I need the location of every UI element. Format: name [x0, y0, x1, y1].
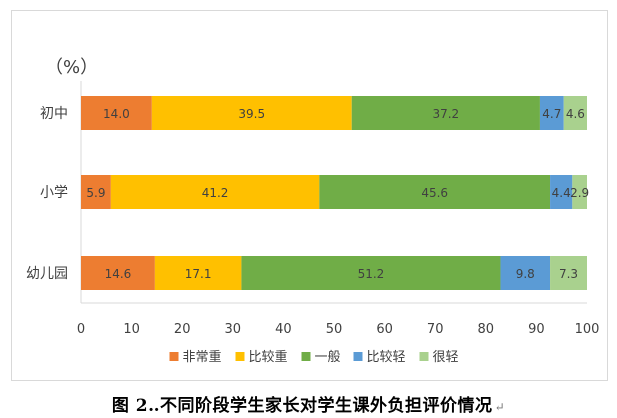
legend-label: 一般: [315, 349, 341, 365]
data-label: 9.8: [516, 267, 535, 281]
x-tick-label: 50: [326, 322, 343, 337]
bar-segment: [351, 96, 540, 130]
unit-label: （%）: [45, 57, 98, 78]
data-label: 37.2: [432, 107, 459, 121]
data-label: 4.7: [542, 107, 561, 121]
data-label: 4.6: [566, 107, 585, 121]
bar-segment: [81, 256, 155, 290]
data-label: 4.4: [552, 186, 571, 200]
bar-segment: [241, 256, 501, 290]
bar-segment: [81, 96, 152, 130]
bar-segment: [319, 175, 551, 209]
legend-swatch: [301, 352, 311, 361]
legend-label: 比较重: [249, 349, 288, 365]
data-label: 41.2: [202, 186, 229, 200]
x-tick-label: 20: [174, 322, 191, 337]
bar-segment: [572, 175, 587, 209]
category-label: 初中: [40, 105, 68, 122]
data-label: 5.9: [86, 186, 105, 200]
figure-caption: 图 2‥不同阶段学生家长对学生课外负担评价情况 ↵: [0, 391, 617, 416]
data-label: 14.6: [105, 267, 132, 281]
paragraph-mark-icon: ↵: [494, 400, 506, 414]
bar-segment: [550, 256, 587, 290]
data-label: 14.0: [103, 107, 130, 121]
category-label: 幼儿园: [26, 266, 68, 282]
caption-text: 图 2‥不同阶段学生家长对学生课外负担评价情况: [111, 396, 493, 416]
data-label: 2.9: [570, 186, 589, 200]
x-tick-label: 80: [478, 322, 495, 337]
chart-frame: （%） 0 10 20 30 40 50 60 70 80 90 100 初中 14.0 39.5 37.2 4…: [11, 10, 608, 381]
x-tick-label: 90: [528, 322, 545, 337]
data-label: 7.3: [559, 267, 578, 281]
data-label: 39.5: [238, 107, 265, 121]
bar-segment: [110, 175, 320, 209]
x-tick-label: 0: [77, 322, 85, 337]
legend-swatch: [419, 352, 429, 361]
bar-segment: [563, 96, 587, 130]
x-tick-label: 10: [123, 322, 140, 337]
bar-segment: [500, 256, 551, 290]
legend-label: 比较轻: [367, 350, 406, 365]
stacked-bar-chart: （%） 0 10 20 30 40 50 60 70 80 90 100 初中 14.0 39.5 37.2 4…: [26, 57, 600, 365]
legend-swatch: [169, 352, 179, 361]
bar-segment: [539, 96, 564, 130]
data-label: 45.6: [421, 186, 448, 200]
category-label: 小学: [40, 185, 68, 201]
bar-segment: [154, 256, 242, 290]
data-label: 17.1: [185, 267, 212, 281]
legend-swatch: [235, 352, 245, 361]
bar-segment: [550, 175, 573, 209]
data-label: 51.2: [358, 267, 385, 281]
legend-label: 很轻: [433, 350, 459, 365]
x-tick-label: 30: [225, 322, 242, 337]
bar-segment: [81, 175, 111, 209]
bar-segment: [151, 96, 352, 130]
legend-label: 非常重: [183, 349, 222, 365]
legend-swatch: [353, 352, 363, 361]
x-tick-label: 70: [427, 322, 444, 337]
x-tick-label: 100: [575, 322, 600, 337]
x-tick-label: 60: [376, 322, 393, 337]
x-tick-label: 40: [275, 322, 292, 337]
